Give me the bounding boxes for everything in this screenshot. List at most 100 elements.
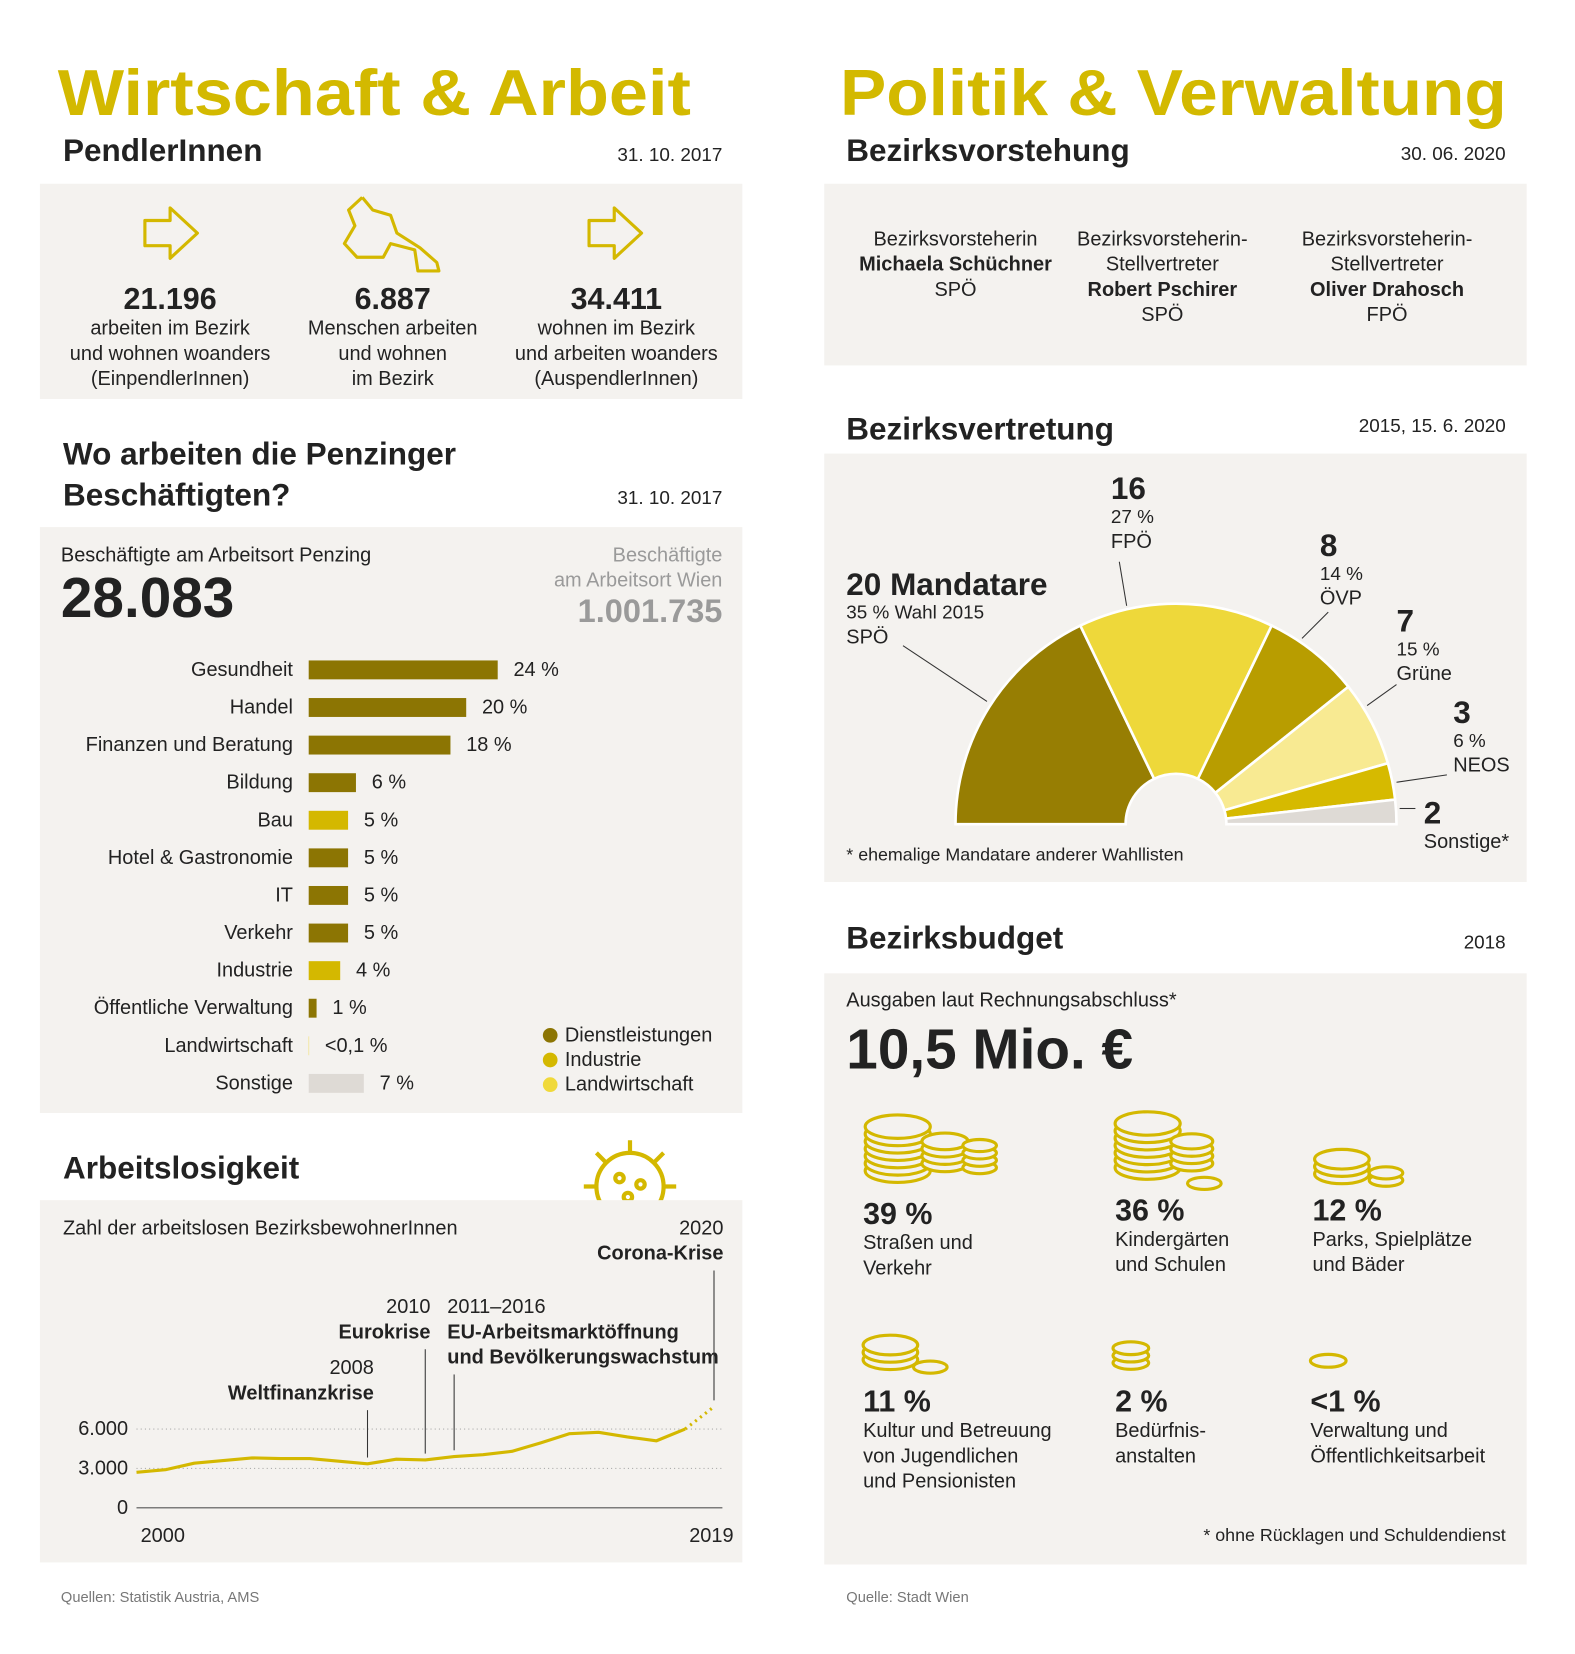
text: Beschäftigten? xyxy=(63,477,290,513)
text: 2 xyxy=(1424,795,1442,831)
text: Dienstleistungen xyxy=(565,1024,712,1046)
text: 31. 10. 2017 xyxy=(617,488,722,509)
text: und Bevölkerungswachstum xyxy=(447,1347,718,1369)
panel xyxy=(824,973,1527,1565)
text: anstalten xyxy=(1115,1445,1196,1467)
text: am Arbeitsort Wien xyxy=(554,570,722,592)
text: NEOS xyxy=(1453,754,1510,776)
text: Verkehr xyxy=(224,922,293,944)
text: 11 % xyxy=(863,1385,931,1419)
text: von Jugendlichen xyxy=(863,1445,1018,1467)
text: 7 % xyxy=(380,1072,415,1094)
text: 8 xyxy=(1320,527,1338,563)
text: Straßen und xyxy=(863,1232,973,1254)
leader-line xyxy=(1366,684,1397,707)
text: 14 % xyxy=(1320,564,1363,585)
legend-swatch xyxy=(542,1027,558,1043)
text: Bezirksvertretung xyxy=(846,410,1114,446)
text: Landwirtschaft xyxy=(565,1074,694,1096)
text: und Bäder xyxy=(1312,1254,1404,1276)
legend-swatch xyxy=(542,1077,558,1092)
coin-icon xyxy=(920,1131,970,1152)
text: Bezirksbudget xyxy=(846,920,1063,956)
text: Stellvertreter xyxy=(1331,254,1444,276)
text: arbeiten im Bezirk xyxy=(90,318,250,340)
text: 2018 xyxy=(1464,932,1506,953)
text: Grüne xyxy=(1396,663,1451,685)
text: Michaela Schüchner xyxy=(859,254,1052,276)
text: EU-Arbeitsmarktöffnung xyxy=(447,1321,679,1343)
text: Handel xyxy=(230,696,293,718)
text: Hotel & Gastronomie xyxy=(108,847,293,869)
coin-icon xyxy=(1111,1340,1151,1357)
bar xyxy=(308,735,451,755)
bar xyxy=(308,660,498,680)
leader-line xyxy=(1301,611,1329,639)
text: Sonstige* xyxy=(1424,831,1510,853)
text: 3 xyxy=(1453,694,1471,730)
text: Beschäftigte xyxy=(613,544,723,566)
text: SPÖ xyxy=(1141,304,1183,326)
text: Arbeitslosigkeit xyxy=(63,1150,300,1186)
text: 27 % xyxy=(1111,507,1154,528)
bar xyxy=(308,998,317,1018)
bar xyxy=(308,773,356,793)
text: Ausgaben laut Rechnungsabschluss* xyxy=(846,990,1177,1012)
panel xyxy=(824,183,1527,366)
text: Industrie xyxy=(565,1049,641,1071)
text: 21.196 xyxy=(124,282,217,316)
text: 6 % xyxy=(1453,731,1486,752)
text: 2020 xyxy=(679,1217,723,1239)
text: Industrie xyxy=(216,960,292,982)
text: und arbeiten woanders xyxy=(515,343,718,365)
text: 20 Mandatare xyxy=(846,566,1047,602)
text: IT xyxy=(275,884,293,906)
bar xyxy=(308,698,467,717)
text: Zahl der arbeitslosen BezirksbewohnerInn… xyxy=(63,1217,458,1239)
text: Verwaltung und xyxy=(1310,1420,1447,1442)
text: 5 % xyxy=(364,847,399,869)
bar xyxy=(308,961,341,981)
text: 35 % Wahl 2015 xyxy=(846,603,984,624)
text: Verkehr xyxy=(863,1257,932,1279)
text: 2008 xyxy=(329,1357,373,1379)
text: 6.000 xyxy=(78,1418,128,1440)
coin-icon xyxy=(1308,1352,1348,1369)
text: SPÖ xyxy=(934,279,976,301)
leader-line xyxy=(1396,774,1447,783)
text: <1 % xyxy=(1310,1385,1380,1419)
text: (AuspendlerInnen) xyxy=(534,368,698,390)
text: 1 % xyxy=(332,997,367,1019)
legend-swatch xyxy=(542,1052,558,1068)
text: 2011–2016 xyxy=(447,1296,545,1318)
text: Bezirksvorstehung xyxy=(846,132,1129,168)
text: Gesundheit xyxy=(191,659,293,681)
text: Wo arbeiten die Penzinger xyxy=(63,436,456,472)
wedge xyxy=(1224,798,1398,826)
text: 2010 xyxy=(386,1296,430,1318)
coin-icon xyxy=(1169,1132,1215,1151)
text: Bedürfnis- xyxy=(1115,1420,1206,1442)
coin-icon xyxy=(861,1333,920,1357)
bar xyxy=(308,1073,364,1093)
text: Landwirtschaft xyxy=(164,1035,293,1057)
text: 10,5 Mio. € xyxy=(846,1018,1133,1081)
text: 16 xyxy=(1111,470,1146,506)
text: Quelle: Stadt Wien xyxy=(846,1590,968,1606)
leader-line xyxy=(1118,561,1128,606)
panel xyxy=(39,1200,743,1563)
coin-icon xyxy=(863,1113,932,1140)
text: Menschen arbeiten xyxy=(308,318,478,340)
text: wohnen im Bezirk xyxy=(537,318,695,340)
text: Kindergärten xyxy=(1115,1229,1229,1251)
line xyxy=(136,1427,686,1474)
text: 0 xyxy=(117,1497,128,1519)
text: 5 % xyxy=(364,809,399,831)
text: Quellen: Statistik Austria, AMS xyxy=(61,1590,260,1606)
text: 18 % xyxy=(466,734,512,756)
text: 31. 10. 2017 xyxy=(617,145,722,166)
text: Robert Pschirer xyxy=(1088,279,1238,301)
text: 20 % xyxy=(482,696,528,718)
text: Oliver Drahosch xyxy=(1310,279,1464,301)
text: Politik & Verwaltung xyxy=(840,56,1507,129)
